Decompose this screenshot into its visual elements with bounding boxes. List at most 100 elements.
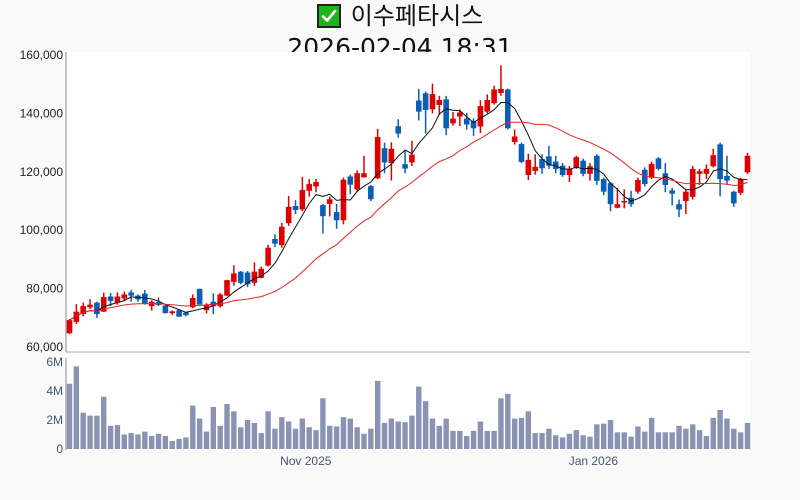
candle-body	[169, 311, 176, 314]
candle-body	[525, 159, 532, 176]
candle-body	[279, 226, 285, 246]
candle-body	[388, 148, 395, 164]
candle-body	[422, 93, 429, 110]
volume-bar	[217, 425, 223, 449]
candle-body	[539, 158, 545, 169]
volume-bar	[628, 436, 634, 449]
volume-bar	[696, 430, 703, 449]
candle-body	[594, 155, 600, 181]
volume-bar	[114, 425, 121, 449]
volume-bar	[416, 386, 422, 449]
moving-average-ma5	[69, 102, 748, 321]
candle-body	[552, 161, 559, 169]
volume-bar	[292, 428, 299, 449]
candle-body	[669, 190, 675, 194]
volume-bar	[320, 398, 326, 449]
candle-body	[409, 154, 415, 163]
volume-bar	[169, 441, 175, 449]
candle-body	[737, 179, 744, 193]
candle-body	[532, 166, 538, 171]
volume-bar	[354, 427, 360, 449]
candle-body	[415, 100, 422, 112]
volume-bar	[655, 432, 662, 449]
candle-body	[265, 247, 271, 266]
volume-bar	[101, 396, 107, 449]
volume-bar	[340, 417, 347, 449]
volume-bar	[710, 417, 716, 449]
candle-body	[183, 312, 189, 316]
volume-bar	[155, 433, 162, 449]
volume-bar	[505, 393, 511, 449]
volume-bar	[368, 428, 374, 449]
volume-bar	[306, 427, 312, 449]
candle-body	[333, 212, 340, 221]
candle-body	[326, 199, 333, 204]
volume-bar	[635, 426, 641, 449]
volume-bar	[361, 433, 367, 449]
candle-body	[176, 310, 182, 317]
volume-bar	[87, 415, 93, 449]
volume-bar	[265, 411, 271, 449]
volume-bar	[737, 432, 744, 449]
candle-body	[470, 120, 477, 129]
volume-bar	[347, 418, 353, 449]
candle-body	[292, 205, 299, 211]
volume-bar	[594, 424, 600, 449]
volume-tick-label: 4M	[46, 384, 63, 398]
volume-bar	[683, 428, 689, 449]
candle-body	[724, 175, 730, 181]
candle-body	[484, 99, 491, 112]
candle-body	[224, 280, 230, 296]
volume-bar	[148, 435, 155, 449]
candle-body	[457, 112, 463, 117]
volume-bar	[176, 438, 182, 449]
volume-bar	[559, 437, 566, 449]
volume-bar	[744, 422, 751, 449]
volume-bar	[402, 422, 408, 449]
volume-bar	[272, 428, 278, 449]
volume-bar	[498, 398, 504, 449]
volume-bar	[66, 383, 73, 449]
candle-body	[689, 168, 696, 197]
candle-body	[559, 165, 566, 176]
candle-body	[731, 191, 737, 204]
volume-bar	[203, 431, 210, 449]
candle-body	[477, 106, 484, 127]
candle-body	[587, 166, 593, 174]
candle-body	[189, 297, 196, 308]
volume-bar	[724, 418, 730, 449]
volume-bar	[470, 430, 477, 449]
volume-bar	[703, 435, 710, 449]
volume-bar	[381, 422, 388, 449]
volume-bar	[580, 435, 586, 449]
volume-bar	[477, 421, 484, 449]
candle-body	[546, 156, 552, 166]
volume-bar	[553, 435, 559, 449]
candle-body	[313, 182, 319, 187]
volume-bar	[190, 405, 196, 449]
volume-bar	[464, 435, 470, 449]
volume-bar	[107, 425, 114, 449]
candle-body	[655, 158, 662, 169]
volume-bar	[491, 430, 497, 449]
candle-body	[744, 155, 751, 173]
volume-bar	[210, 406, 217, 449]
volume-bar	[313, 430, 319, 449]
price-panel	[66, 52, 750, 352]
candle-body	[66, 320, 73, 334]
volume-bar	[409, 415, 415, 449]
volume-bar	[327, 425, 333, 449]
candle-body	[87, 304, 93, 308]
volume-bar	[669, 432, 675, 449]
candle-body	[258, 268, 265, 278]
candle-body	[80, 306, 86, 315]
candle-body	[696, 171, 703, 174]
candle-body	[580, 160, 586, 174]
candle-body	[142, 293, 148, 304]
candle-body	[621, 201, 628, 203]
volume-bar	[285, 421, 292, 449]
volume-bar	[94, 415, 100, 449]
volume-bar	[73, 366, 80, 449]
candle-body	[128, 292, 134, 296]
